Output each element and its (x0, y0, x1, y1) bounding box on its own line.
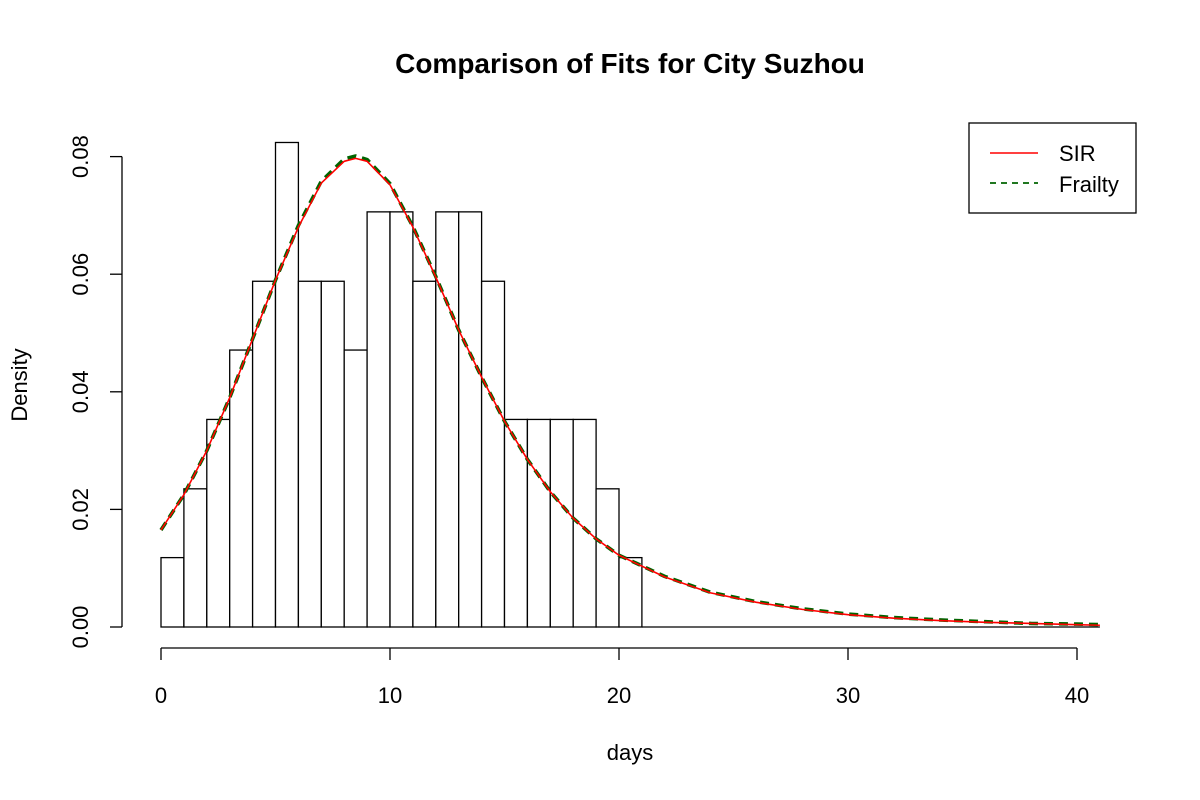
x-axis: 0 10 20 30 40 (155, 647, 1089, 708)
histogram-bar-16 (526, 418, 551, 628)
x-tick-label-30: 30 (836, 683, 860, 708)
histogram-bar-12 (435, 211, 460, 628)
histogram-bar-19 (595, 488, 620, 628)
legend-label-sir: SIR (1059, 141, 1096, 166)
x-axis-label: days (607, 740, 653, 765)
y-tick-label-0.08: 0.08 (68, 135, 93, 178)
histogram-bar-5 (274, 141, 300, 628)
y-axis-label: Density (7, 348, 32, 421)
histogram-bar-8 (343, 349, 368, 628)
density-curves (159, 154, 1100, 627)
chart-title: Comparison of Fits for City Suzhou (395, 48, 865, 79)
histogram-bar-20 (618, 556, 643, 628)
histogram-bar-7 (320, 280, 345, 628)
histogram-bar-4 (251, 280, 277, 628)
histogram-bar-14 (480, 280, 506, 628)
histogram-bar-2 (206, 418, 231, 628)
legend-box (968, 122, 1137, 214)
y-tick-label-0.04: 0.04 (68, 370, 93, 413)
histogram-bar-13 (458, 211, 483, 628)
x-tick-label-20: 20 (607, 683, 631, 708)
y-tick-label-0.00: 0.00 (68, 606, 93, 649)
histogram-bar-17 (549, 418, 574, 628)
histogram-bar-0 (160, 556, 185, 628)
y-tick-label-0.06: 0.06 (68, 253, 93, 296)
histogram-bar-11 (412, 280, 437, 628)
histogram-bar-6 (297, 280, 322, 628)
histogram-bar-10 (389, 211, 414, 628)
series-line-sir (160, 157, 1100, 627)
x-tick-label-0: 0 (155, 683, 167, 708)
histogram-bar-9 (366, 211, 391, 628)
y-axis: 0.00 0.02 0.04 0.06 0.08 (68, 135, 123, 649)
legend: SIR Frailty (968, 122, 1137, 214)
histogram-bar-1 (183, 488, 208, 628)
x-tick-label-10: 10 (378, 683, 402, 708)
histogram-bars (160, 141, 1100, 628)
legend-label-frailty: Frailty (1059, 172, 1119, 197)
y-tick-label-0.02: 0.02 (68, 488, 93, 531)
x-tick-label-40: 40 (1065, 683, 1089, 708)
